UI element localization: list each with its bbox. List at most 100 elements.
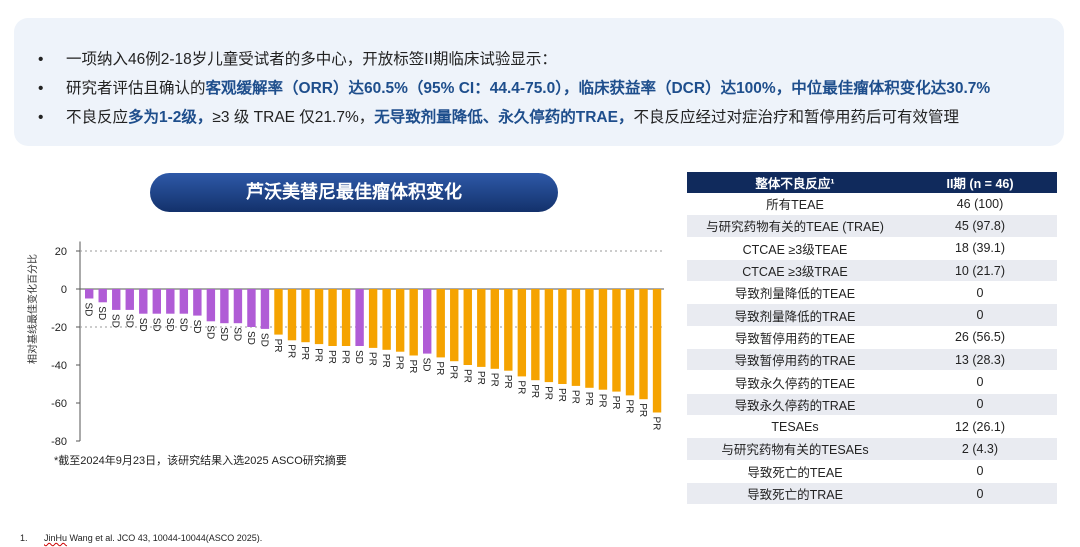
bar-pr [612, 289, 620, 392]
table-cell-label: 导致死亡的TEAE [687, 460, 903, 482]
bar-pr [572, 289, 580, 386]
bar-sd [180, 289, 188, 314]
table-header-row: 整体不良反应¹ II期 (n = 46) [687, 172, 1057, 193]
summary-text: 一项纳入46例2-18岁儿童受试者的多中心，开放标签II期临床试验显示： [66, 51, 557, 68]
bar-label: SD [204, 325, 215, 339]
bar-sd [234, 289, 242, 323]
table-cell-label: 导致剂量降低的TEAE [687, 282, 903, 304]
bar-label: SD [83, 303, 94, 317]
bar-sd [193, 289, 201, 316]
bar-label: PR [434, 361, 445, 375]
summary-highlight: 多为1-2级， [128, 109, 212, 126]
bar-label: PR [556, 388, 567, 402]
table-cell-value: 0 [903, 460, 1057, 482]
bar-pr [653, 289, 661, 413]
table-cell-value: 2 (4.3) [903, 438, 1057, 460]
summary-box: • 一项纳入46例2-18岁儿童受试者的多中心，开放标签II期临床试验显示： •… [14, 18, 1064, 146]
table-row: 导致死亡的TRAE 0 [687, 482, 1057, 504]
bar-label: PR [448, 365, 459, 379]
table-cell-label: 导致永久停药的TEAE [687, 371, 903, 393]
bar-label: SD [110, 314, 121, 328]
bar-label: SD [258, 333, 269, 347]
table-cell-value: 0 [903, 282, 1057, 304]
table-cell-value: 26 (56.5) [903, 326, 1057, 348]
bar-label: PR [610, 396, 621, 410]
bar-pr [328, 289, 336, 346]
summary-text: 不良反应 [66, 109, 128, 126]
table-cell-label: 所有TEAE [687, 193, 903, 215]
bar-pr [626, 289, 634, 395]
table-row: 导致永久停药的TEAE 0 [687, 371, 1057, 393]
bar-sd [153, 289, 161, 314]
bullet: • [38, 103, 43, 132]
bar-label: SD [218, 327, 229, 341]
bar-label: SD [421, 358, 432, 372]
reference-number: 1. [20, 533, 44, 543]
table-cell-label: CTCAE ≥3级TRAE [687, 259, 903, 281]
summary-highlight: 客观缓解率（ORR）达60.5%（95% CI：44.4-75.0），临床获益率… [206, 80, 991, 97]
y-tick-label: 0 [61, 284, 67, 296]
bar-pr [301, 289, 309, 342]
table-cell-label: 导致死亡的TRAE [687, 482, 903, 504]
bar-label: PR [637, 403, 648, 417]
chart-title-banner: 芦沃美替尼最佳瘤体积变化 [150, 173, 558, 212]
bar-pr [464, 289, 472, 365]
bar-label: SD [191, 320, 202, 334]
table-body: 所有TEAE 46 (100) 与研究药物有关的TEAE (TRAE) 45 (97.… [687, 193, 1057, 505]
bar-pr [437, 289, 445, 357]
summary-item-1: • 一项纳入46例2-18岁儿童受试者的多中心，开放标签II期临床试验显示： [38, 45, 990, 74]
table-cell-value: 46 (100) [903, 193, 1057, 215]
summary-text: ≥3 级 TRAE 仅21.7%， [212, 109, 374, 126]
bar-pr [288, 289, 296, 340]
bullet: • [38, 45, 43, 74]
bar-label: PR [299, 346, 310, 360]
table-cell-value: 10 (21.7) [903, 259, 1057, 281]
bar-sd [261, 289, 269, 329]
table-cell-value: 0 [903, 304, 1057, 326]
table-header-cell: 整体不良反应¹ [687, 172, 903, 193]
bar-label: PR [326, 350, 337, 364]
bar-pr [315, 289, 323, 344]
bar-pr [558, 289, 566, 384]
table-row: CTCAE ≥3级TRAE 10 (21.7) [687, 259, 1057, 281]
bar-label: SD [123, 314, 134, 328]
bar-pr [504, 289, 512, 371]
table-row: 与研究药物有关的TEAE (TRAE) 45 (97.8) [687, 215, 1057, 237]
bar-sd [99, 289, 107, 302]
table-cell-label: 导致剂量降低的TRAE [687, 304, 903, 326]
bar-pr [477, 289, 485, 367]
table-cell-value: 12 (26.1) [903, 415, 1057, 437]
bar-label: PR [461, 369, 472, 383]
bar-label: PR [542, 386, 553, 400]
table-cell-value: 13 (28.3) [903, 349, 1057, 371]
summary-item-3: • 不良反应多为1-2级，≥3 级 TRAE 仅21.7%，无导致剂量降低、永久… [38, 103, 990, 132]
bar-pr [518, 289, 526, 376]
bar-label: PR [340, 350, 351, 364]
bar-pr [409, 289, 417, 356]
bar-label: PR [475, 371, 486, 385]
bar-sd [423, 289, 431, 354]
table-cell-label: 导致暂停用药的TEAE [687, 326, 903, 348]
adverse-events-table: 整体不良反应¹ II期 (n = 46) 所有TEAE 46 (100) 与研究药物… [687, 172, 1057, 505]
table-row: 导致永久停药的TRAE 0 [687, 393, 1057, 415]
bar-label: SD [231, 327, 242, 341]
table-row: 导致剂量降低的TEAE 0 [687, 282, 1057, 304]
bar-label: PR [502, 375, 513, 389]
bar-pr [382, 289, 390, 350]
bar-pr [545, 289, 553, 382]
table-cell-value: 0 [903, 371, 1057, 393]
bar-pr [531, 289, 539, 380]
table-header-cell: II期 (n = 46) [903, 172, 1057, 193]
bar-label: PR [380, 354, 391, 368]
bar-pr [491, 289, 499, 369]
bar-pr [396, 289, 404, 352]
bar-label: PR [272, 339, 283, 353]
bar-label: SD [353, 350, 364, 364]
bar-pr [450, 289, 458, 361]
y-tick-label: -60 [51, 398, 67, 410]
table-cell-value: 18 (39.1) [903, 237, 1057, 259]
table-row: 导致暂停用药的TRAE 13 (28.3) [687, 349, 1057, 371]
bar-pr [599, 289, 607, 390]
bar-pr [342, 289, 350, 346]
bar-sd [112, 289, 120, 310]
